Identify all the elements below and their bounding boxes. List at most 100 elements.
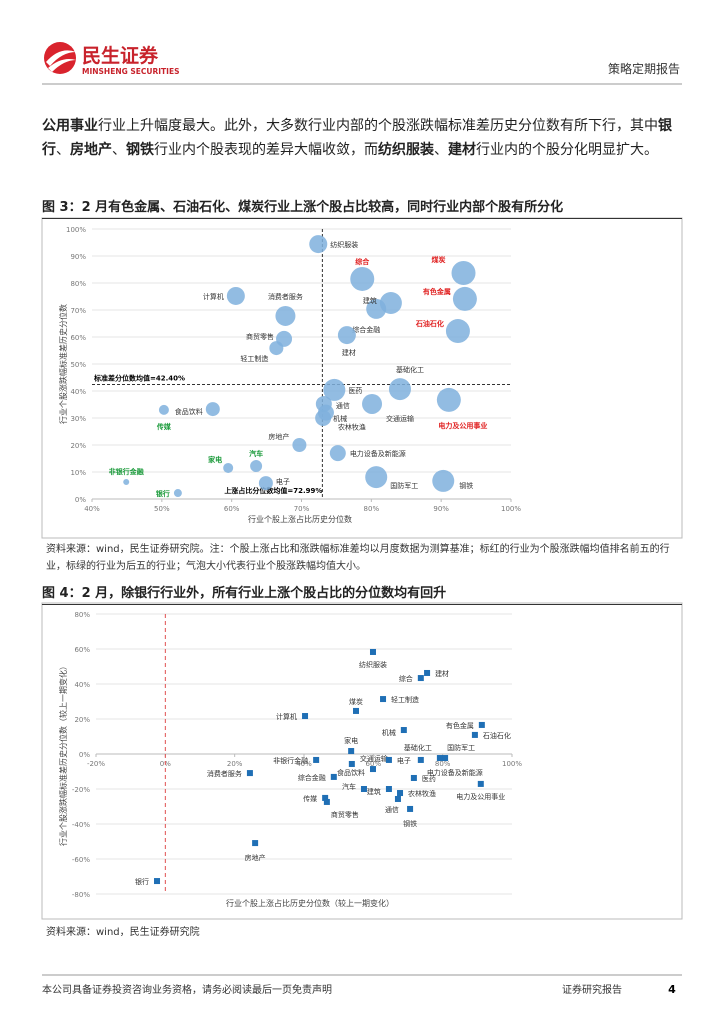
x-tick-label: 80% xyxy=(435,760,451,768)
point-label: 轻工制造 xyxy=(391,695,419,704)
point xyxy=(478,721,485,728)
y-tick-label: -40% xyxy=(72,821,90,829)
point-label: 农林牧渔 xyxy=(338,423,366,432)
page-number: 4 xyxy=(668,983,676,996)
source-note: 资料来源：wind，民生证券研究院。注：个股上涨占比和涨跌幅标准差均以月度数据为… xyxy=(46,544,670,572)
text-run: 行业内的个股分化明显扩大。 xyxy=(476,142,658,158)
x-axis-title: 行业个股上涨占比历史分位数 xyxy=(248,514,352,524)
y-tick-label: 40% xyxy=(74,681,90,689)
point-label: 通信 xyxy=(336,401,350,410)
bubble xyxy=(223,462,234,473)
point-label: 综合 xyxy=(399,674,413,683)
point-label: 基础化工 xyxy=(404,743,432,752)
point-label: 传媒 xyxy=(156,422,172,431)
point-label: 国防军工 xyxy=(447,743,475,752)
x-axis-title: 行业个股上涨占比历史分位数（较上一期变化） xyxy=(226,898,394,908)
point-label: 商贸零售 xyxy=(331,810,359,819)
source-note: 资料来源：wind，民生证券研究院 xyxy=(46,927,200,938)
y-tick-label: 40% xyxy=(70,388,86,396)
bubble xyxy=(451,261,476,286)
bubble xyxy=(362,393,383,414)
y-tick-label: 90% xyxy=(70,253,86,261)
point xyxy=(302,713,309,720)
point-label: 非银行金融 xyxy=(273,756,308,765)
point xyxy=(442,755,449,762)
point-label: 消费者服务 xyxy=(207,769,242,778)
point-label: 基础化工 xyxy=(396,365,424,374)
point xyxy=(252,840,259,847)
point-label: 银行 xyxy=(156,489,170,498)
bubble xyxy=(329,445,346,462)
point-label: 消费者服务 xyxy=(268,292,303,301)
point xyxy=(380,696,387,703)
bubble xyxy=(337,326,356,345)
chart-frame xyxy=(41,602,683,920)
bubble xyxy=(452,286,477,311)
point-label: 房地产 xyxy=(245,853,266,862)
text-run: 银行 xyxy=(42,118,672,158)
bubble xyxy=(317,404,334,421)
y-axis-title: 行业个股涨跌幅标准差历史分位数 xyxy=(58,304,68,424)
point xyxy=(322,794,329,801)
bubble xyxy=(250,460,263,473)
point-label: 电力及公用事业 xyxy=(456,792,505,801)
text-run: 房地产 xyxy=(70,142,112,158)
figure-title: 图 3：2 月有色金属、石油石化、煤炭行业上涨个股占比较高，同时行业内部个股有所… xyxy=(42,196,682,219)
bubble xyxy=(323,378,346,401)
point xyxy=(348,748,355,755)
point xyxy=(385,756,392,763)
point-label: 传媒 xyxy=(303,794,317,803)
y-tick-label: 60% xyxy=(74,646,90,654)
text-run: 行业上升幅度最大。此外，大多数行业内部的个股涨跌幅标准差历史分位数有所下行，其中 xyxy=(98,118,658,134)
point-label: 煤炭 xyxy=(432,255,446,264)
bubble xyxy=(309,235,328,254)
point-label: 汽车 xyxy=(342,782,356,791)
y-tick-label: 30% xyxy=(70,415,86,423)
figure-title: 图 4：2 月，除银行行业外，所有行业上涨个股占比的分位数均有回升 xyxy=(42,582,682,605)
x-tick-label: 100% xyxy=(502,760,522,768)
point-label: 医药 xyxy=(348,386,362,395)
point-label: 建筑 xyxy=(363,296,377,305)
point-label: 建筑 xyxy=(367,787,381,796)
point-label: 有色金属 xyxy=(446,721,474,730)
y-tick-label: 100% xyxy=(66,226,86,234)
point-label: 商贸零售 xyxy=(246,332,274,341)
bubble xyxy=(258,476,273,491)
point-label: 银行 xyxy=(135,877,149,886)
bubble xyxy=(350,266,375,291)
bubble xyxy=(123,478,130,485)
point xyxy=(436,755,443,762)
point xyxy=(417,675,424,682)
bubble xyxy=(365,466,388,489)
point-label: 食品饮料 xyxy=(337,768,365,777)
point-label: 建材 xyxy=(342,348,356,357)
point-label: 综合金融 xyxy=(298,773,326,782)
point-label: 钢铁 xyxy=(459,481,473,490)
text-run: 行业内个股表现的差异大幅收敛，而 xyxy=(154,142,378,158)
bubble xyxy=(275,305,296,326)
point-label: 综合 xyxy=(355,257,370,266)
x-tick-label: 70% xyxy=(294,505,310,513)
point-label: 通信 xyxy=(385,805,399,814)
x-tick-label: -20% xyxy=(87,760,105,768)
x-tick-label: 50% xyxy=(154,505,170,513)
point-label: 电子 xyxy=(397,756,411,765)
y-tick-label: 10% xyxy=(70,469,86,477)
text-run: 、 xyxy=(56,142,70,158)
y-tick-label: -60% xyxy=(72,856,90,864)
point-label: 国防军工 xyxy=(390,481,418,490)
y-tick-label: 80% xyxy=(70,280,86,288)
point-label: 家电 xyxy=(344,736,358,745)
y-tick-label: 70% xyxy=(70,307,86,315)
report-type: 策略定期报告 xyxy=(608,61,680,76)
y-tick-label: 80% xyxy=(74,611,90,619)
point xyxy=(246,770,253,777)
x-tick-label: 40% xyxy=(296,760,312,768)
bubble xyxy=(226,286,245,305)
y-tick-label: 0% xyxy=(75,496,86,504)
point-label: 家电 xyxy=(208,455,222,464)
point xyxy=(394,795,401,802)
x-tick-label: 80% xyxy=(364,505,380,513)
